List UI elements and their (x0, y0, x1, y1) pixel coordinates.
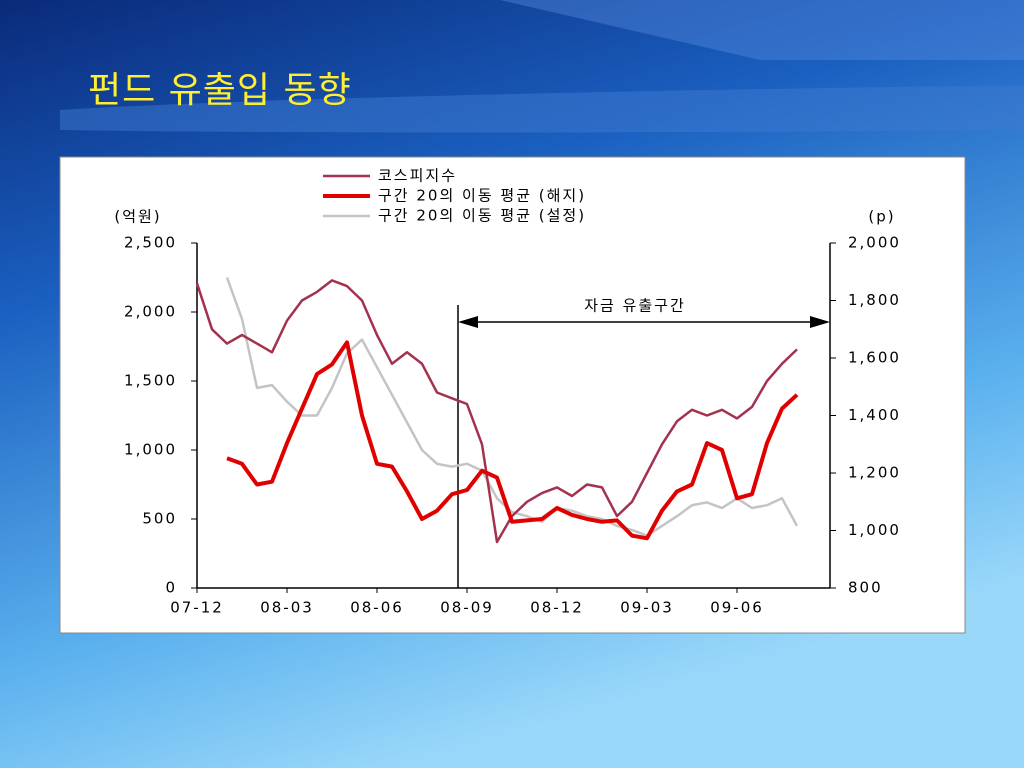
x-tick-label: 08-03 (260, 599, 314, 617)
series-line (226, 340, 799, 541)
y2-tick-label: 1,200 (848, 464, 901, 482)
y-axis-label: (억원) (114, 208, 161, 226)
arrow-head (810, 316, 830, 328)
chart-panel (59, 156, 966, 634)
annotation-bg (540, 293, 730, 317)
arrow-head (458, 316, 478, 328)
annotation: 자금 유출구간 (584, 297, 686, 315)
legend-label: 코스피지수 (378, 167, 457, 185)
decor-shape (500, 0, 1024, 60)
y2-tick-label: 2,000 (848, 234, 901, 252)
legend-label: 구간 20의 이동 평균 (설정) (378, 207, 586, 225)
y-tick-label: 500 (142, 510, 177, 528)
y-tick-label: 1,500 (124, 372, 177, 390)
decor-band (60, 85, 1024, 133)
x-tick-label: 08-06 (350, 599, 404, 617)
y2-tick-label: 1,600 (848, 349, 901, 367)
y-tick-label: 0 (165, 579, 177, 597)
y2-tick-label: 1,400 (848, 406, 901, 424)
x-tick-label: 09-03 (620, 599, 674, 617)
legend-label: 구간 20의 이동 평균 (해지) (378, 187, 586, 205)
x-tick-label: 07-12 (170, 599, 224, 617)
y2-axis-label: (p) (868, 208, 895, 226)
slide-title: 펀드 유출입 동향 (88, 70, 352, 111)
x-tick-label: 09-06 (710, 599, 764, 617)
series-line (195, 279, 798, 544)
series-line (225, 277, 799, 537)
x-tick-label: 08-12 (530, 599, 584, 617)
y-tick-label: 2,500 (124, 234, 177, 252)
y-tick-label: 1,000 (124, 441, 177, 459)
y-tick-label: 2,000 (124, 303, 177, 321)
y2-tick-label: 1,800 (848, 291, 901, 309)
x-tick-label: 08-09 (440, 599, 494, 617)
y2-tick-label: 1,000 (848, 521, 901, 539)
y2-tick-label: 800 (848, 579, 883, 597)
chart: 0 500 1,000 1,500 2,000 2,500 800 1,000 1,200 1,4… (114, 167, 901, 617)
